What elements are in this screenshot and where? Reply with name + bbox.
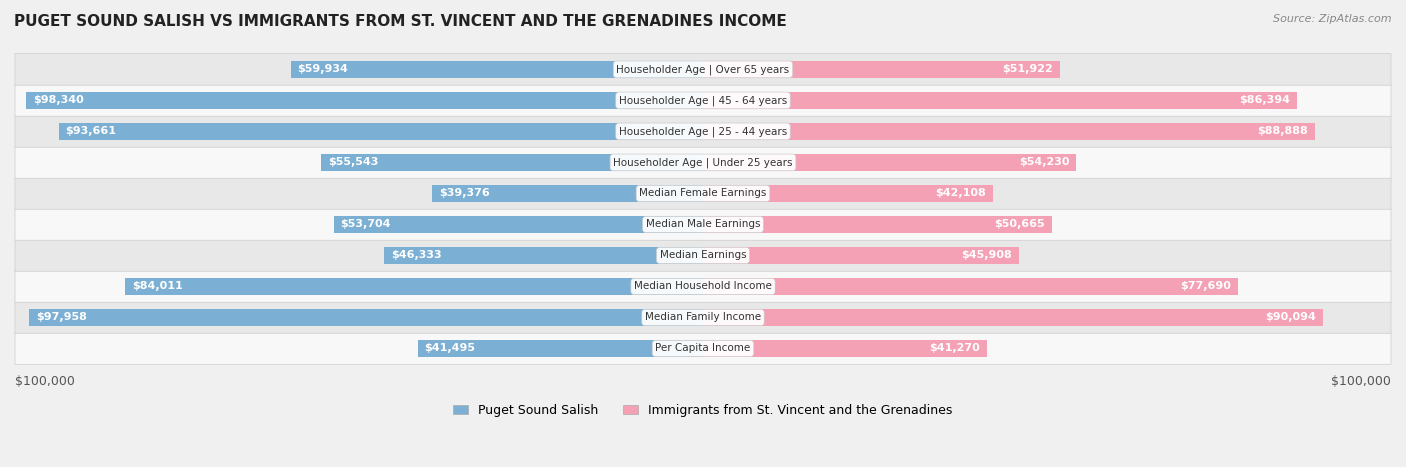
Text: Householder Age | 25 - 44 years: Householder Age | 25 - 44 years — [619, 126, 787, 137]
FancyBboxPatch shape — [15, 333, 1391, 364]
Text: Householder Age | Over 65 years: Householder Age | Over 65 years — [616, 64, 790, 75]
Text: $77,690: $77,690 — [1180, 282, 1230, 291]
Bar — [291, 61, 703, 78]
Text: $53,704: $53,704 — [340, 219, 391, 229]
Text: Source: ZipAtlas.com: Source: ZipAtlas.com — [1274, 14, 1392, 24]
Bar — [418, 340, 703, 357]
Bar — [30, 309, 703, 326]
FancyBboxPatch shape — [15, 209, 1391, 240]
Bar — [703, 92, 1298, 109]
Text: $90,094: $90,094 — [1265, 312, 1316, 322]
Text: $51,922: $51,922 — [1002, 64, 1053, 74]
Legend: Puget Sound Salish, Immigrants from St. Vincent and the Grenadines: Puget Sound Salish, Immigrants from St. … — [449, 399, 957, 422]
Text: $41,270: $41,270 — [929, 343, 980, 354]
Text: $54,230: $54,230 — [1019, 157, 1069, 168]
Text: $86,394: $86,394 — [1240, 95, 1291, 106]
Bar — [125, 278, 703, 295]
FancyBboxPatch shape — [15, 85, 1391, 116]
Text: $46,333: $46,333 — [391, 250, 441, 261]
Text: Median Earnings: Median Earnings — [659, 250, 747, 261]
Bar — [703, 247, 1019, 264]
Text: $97,958: $97,958 — [37, 312, 87, 322]
Bar — [333, 216, 703, 233]
Bar — [703, 216, 1052, 233]
FancyBboxPatch shape — [15, 116, 1391, 147]
Text: Median Family Income: Median Family Income — [645, 312, 761, 322]
Text: Householder Age | Under 25 years: Householder Age | Under 25 years — [613, 157, 793, 168]
Bar — [384, 247, 703, 264]
Bar — [703, 123, 1315, 140]
Bar — [703, 278, 1237, 295]
Bar — [703, 309, 1323, 326]
Bar — [703, 185, 993, 202]
Text: Per Capita Income: Per Capita Income — [655, 343, 751, 354]
Bar — [59, 123, 703, 140]
Bar — [27, 92, 703, 109]
Text: $88,888: $88,888 — [1257, 127, 1308, 136]
Text: $42,108: $42,108 — [935, 188, 986, 198]
Text: Householder Age | 45 - 64 years: Householder Age | 45 - 64 years — [619, 95, 787, 106]
Text: Median Female Earnings: Median Female Earnings — [640, 188, 766, 198]
Text: Median Household Income: Median Household Income — [634, 282, 772, 291]
Text: $39,376: $39,376 — [439, 188, 489, 198]
Bar — [321, 154, 703, 171]
Text: $41,495: $41,495 — [425, 343, 475, 354]
Text: $100,000: $100,000 — [15, 375, 75, 388]
Text: $84,011: $84,011 — [132, 282, 183, 291]
Text: $100,000: $100,000 — [1331, 375, 1391, 388]
FancyBboxPatch shape — [15, 271, 1391, 302]
Text: $98,340: $98,340 — [34, 95, 84, 106]
FancyBboxPatch shape — [15, 177, 1391, 209]
FancyBboxPatch shape — [15, 54, 1391, 85]
Text: $55,543: $55,543 — [328, 157, 378, 168]
FancyBboxPatch shape — [15, 302, 1391, 333]
Bar — [703, 61, 1060, 78]
Text: Median Male Earnings: Median Male Earnings — [645, 219, 761, 229]
FancyBboxPatch shape — [15, 240, 1391, 271]
Text: $50,665: $50,665 — [994, 219, 1045, 229]
Text: $45,908: $45,908 — [962, 250, 1012, 261]
FancyBboxPatch shape — [15, 147, 1391, 178]
Bar — [703, 154, 1076, 171]
Text: $93,661: $93,661 — [66, 127, 117, 136]
Text: PUGET SOUND SALISH VS IMMIGRANTS FROM ST. VINCENT AND THE GRENADINES INCOME: PUGET SOUND SALISH VS IMMIGRANTS FROM ST… — [14, 14, 787, 29]
Bar — [703, 340, 987, 357]
Bar — [432, 185, 703, 202]
Text: $59,934: $59,934 — [298, 64, 349, 74]
